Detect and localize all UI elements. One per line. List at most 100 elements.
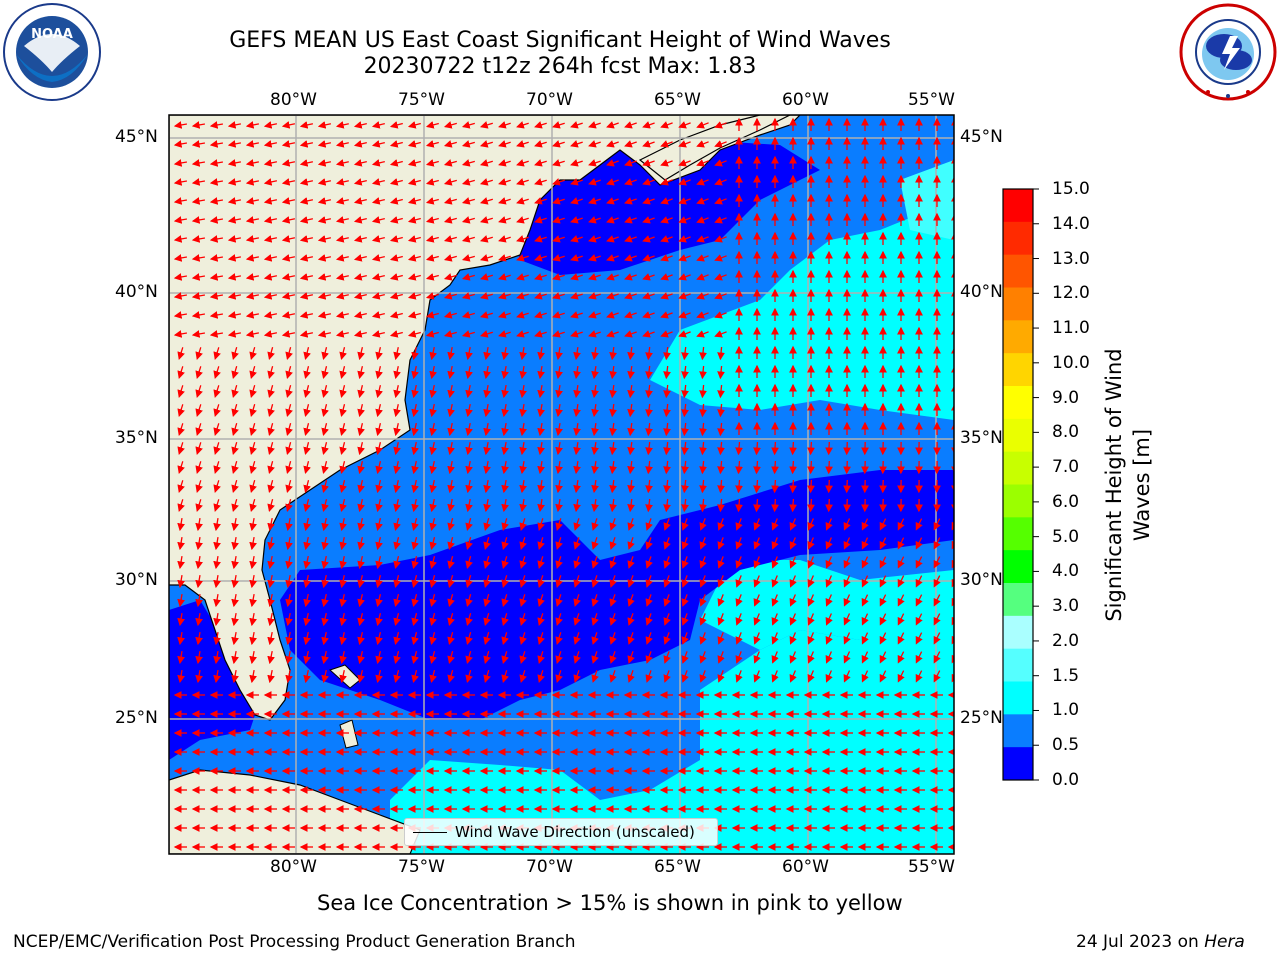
wind-wave-arrow xyxy=(353,292,367,300)
wind-wave-arrow xyxy=(213,480,221,493)
wind-wave-arrow xyxy=(624,140,637,148)
wind-wave-arrow xyxy=(717,384,725,399)
wind-wave-arrow xyxy=(609,461,617,475)
wind-wave-arrow xyxy=(570,140,583,148)
wind-wave-arrow xyxy=(537,460,545,475)
wind-wave-arrow xyxy=(249,404,257,418)
wind-wave-arrow xyxy=(519,365,527,380)
wind-wave-arrow xyxy=(447,346,455,361)
wind-wave-arrow xyxy=(537,441,545,456)
wind-wave-arrow xyxy=(267,347,275,361)
wind-wave-arrow xyxy=(591,404,599,418)
wind-wave-arrow xyxy=(317,159,332,167)
wind-wave-arrow xyxy=(425,140,439,148)
wind-wave-arrow xyxy=(717,498,725,513)
wind-wave-arrow xyxy=(516,273,529,281)
wind-wave-arrow xyxy=(411,441,419,456)
wind-wave-arrow xyxy=(303,499,311,513)
wind-wave-arrow xyxy=(281,121,296,129)
wind-wave-arrow xyxy=(209,235,224,243)
wind-wave-arrow xyxy=(501,518,509,531)
wind-wave-arrow xyxy=(534,273,547,281)
wind-wave-arrow xyxy=(714,254,727,262)
wind-wave-arrow xyxy=(339,404,347,418)
wind-wave-arrow xyxy=(249,366,257,380)
wind-wave-arrow xyxy=(537,518,545,531)
wind-wave-arrow xyxy=(321,480,329,494)
wind-wave-arrow xyxy=(407,197,421,205)
wind-wave-arrow xyxy=(588,254,601,262)
wind-wave-arrow xyxy=(591,518,599,531)
wind-wave-arrow xyxy=(465,498,473,513)
wind-wave-arrow xyxy=(537,365,545,380)
wind-wave-arrow xyxy=(516,311,529,319)
wind-wave-arrow xyxy=(479,216,493,224)
noaa-logo-text: NOAA xyxy=(31,27,73,42)
wind-wave-arrow xyxy=(375,404,383,418)
wind-wave-arrow xyxy=(285,347,293,361)
wind-wave-arrow xyxy=(191,197,206,205)
wind-wave-arrow xyxy=(371,254,385,262)
wind-wave-arrow xyxy=(645,498,653,513)
wind-wave-arrow xyxy=(591,366,599,380)
wind-wave-arrow xyxy=(519,384,527,399)
wind-wave-arrow xyxy=(552,311,565,319)
wind-wave-arrow xyxy=(573,366,581,380)
wind-wave-arrow xyxy=(357,347,365,361)
wind-wave-arrow xyxy=(534,216,547,224)
wind-wave-arrow xyxy=(663,479,671,494)
wind-wave-arrow xyxy=(516,140,529,148)
wind-wave-arrow xyxy=(498,197,511,205)
wind-wave-arrow xyxy=(299,216,314,224)
wind-wave-arrow xyxy=(281,292,296,300)
wind-wave-arrow xyxy=(696,292,709,300)
wind-wave-arrow xyxy=(678,273,691,281)
wind-wave-arrow xyxy=(299,121,314,129)
wind-wave-arrow xyxy=(429,479,437,494)
wind-wave-arrow xyxy=(717,365,725,380)
wind-wave-arrow xyxy=(552,159,565,167)
wind-wave-arrow xyxy=(588,330,601,338)
wind-wave-arrow xyxy=(588,273,601,281)
wind-wave-arrow xyxy=(195,499,203,512)
wind-wave-arrow xyxy=(177,499,185,512)
wind-wave-arrow xyxy=(285,366,293,380)
wind-wave-arrow xyxy=(263,273,278,281)
wind-wave-arrow xyxy=(479,178,493,186)
wind-wave-arrow xyxy=(627,423,635,437)
wind-wave-arrow xyxy=(771,518,779,531)
wind-wave-arrow xyxy=(516,178,529,186)
wind-wave-arrow xyxy=(642,254,655,262)
wind-wave-arrow xyxy=(843,441,851,456)
wind-wave-arrow xyxy=(501,441,509,456)
wind-wave-arrow xyxy=(249,480,257,494)
colorbar-segment xyxy=(1003,747,1033,781)
wind-wave-arrow xyxy=(570,178,583,186)
wind-wave-arrow xyxy=(461,197,475,205)
wind-wave-arrow xyxy=(299,140,314,148)
wind-wave-arrow xyxy=(195,480,203,493)
wind-wave-arrow xyxy=(552,330,565,338)
wind-wave-arrow xyxy=(357,461,365,475)
wind-wave-arrow xyxy=(699,403,707,418)
wind-wave-arrow xyxy=(425,121,439,129)
colorbar-segment xyxy=(1003,648,1033,682)
wind-wave-arrow xyxy=(317,254,332,262)
wind-wave-arrow xyxy=(209,273,224,281)
wind-wave-arrow xyxy=(699,384,707,399)
wind-wave-arrow xyxy=(317,216,332,224)
wind-wave-arrow xyxy=(735,498,743,513)
wind-wave-arrow xyxy=(645,460,653,475)
wind-wave-arrow xyxy=(429,460,437,475)
wind-wave-arrow xyxy=(678,311,691,319)
wind-wave-arrow xyxy=(443,197,457,205)
wind-wave-arrow xyxy=(371,216,385,224)
wind-wave-arrow xyxy=(231,517,239,532)
wind-wave-arrow xyxy=(213,499,221,512)
wind-wave-arrow xyxy=(173,121,188,129)
wind-wave-arrow xyxy=(501,479,509,494)
wind-wave-arrow xyxy=(660,254,673,262)
wind-wave-arrow xyxy=(771,460,779,475)
wind-wave-arrow xyxy=(353,254,367,262)
